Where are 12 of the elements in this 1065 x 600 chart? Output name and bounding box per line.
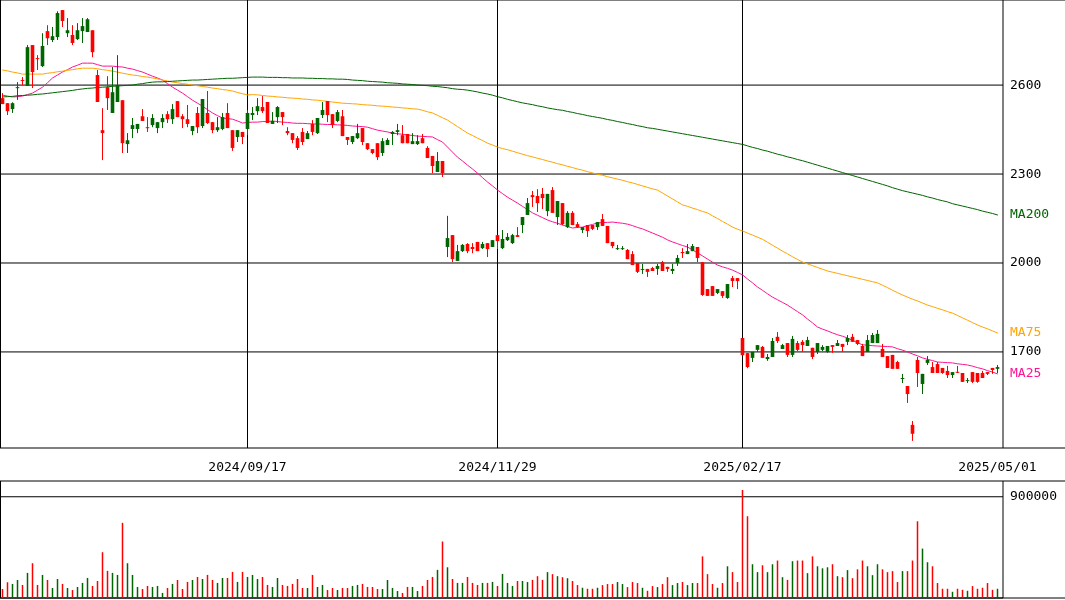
x-tick-label: 2024/11/29 (458, 458, 537, 474)
series-label: MA200 (1010, 206, 1050, 222)
y-tick-label: 2300 (1010, 165, 1042, 181)
y-tick-label: 900000 (1010, 488, 1057, 504)
y-tick-label: 2600 (1010, 76, 1042, 92)
x-tick-label: 2025/02/17 (703, 458, 782, 474)
x-tick-label: 2024/09/17 (208, 458, 287, 474)
y-tick-label: 1700 (1010, 343, 1042, 359)
y-tick-label: 2000 (1010, 254, 1042, 270)
series-label: MA75 (1010, 324, 1042, 340)
x-tick-label: 2025/05/01 (958, 458, 1037, 474)
series-label: MA25 (1010, 365, 1042, 381)
